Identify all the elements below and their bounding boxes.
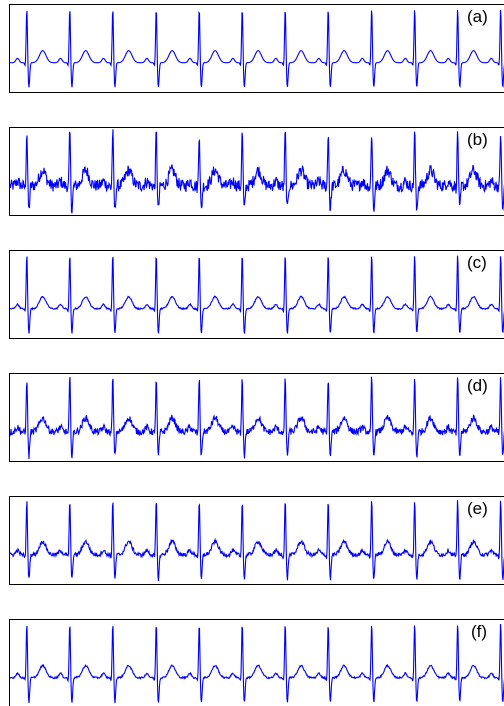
panel-f-signal-line <box>9 623 504 704</box>
panel-b-signal-line <box>9 129 504 214</box>
panel-d-signal-line <box>9 376 504 460</box>
panel-d-label: (d) <box>467 376 488 395</box>
panel-c-frame <box>9 250 504 339</box>
panel-c-label: (c) <box>467 253 487 272</box>
panel-e: (e) <box>9 496 504 585</box>
panel-b-frame <box>9 127 504 216</box>
panel-c: (c) <box>9 250 504 339</box>
panel-a-frame <box>9 4 504 93</box>
panel-e-signal-line <box>9 500 504 582</box>
panel-a-label: (a) <box>467 7 488 26</box>
panel-f: (f) <box>9 619 504 706</box>
panel-c-signal-line <box>9 255 504 334</box>
panel-e-frame <box>9 496 504 585</box>
panel-a-signal-line <box>10 9 504 89</box>
panel-d-frame <box>9 373 504 462</box>
panel-d: (d) <box>9 373 504 462</box>
panel-f-frame <box>9 619 504 706</box>
panel-e-label: (e) <box>467 499 488 518</box>
panel-b-label: (b) <box>467 130 488 149</box>
panel-f-label: (f) <box>471 622 487 641</box>
panel-b: (b) <box>9 127 504 216</box>
panel-a: (a) <box>9 4 504 93</box>
